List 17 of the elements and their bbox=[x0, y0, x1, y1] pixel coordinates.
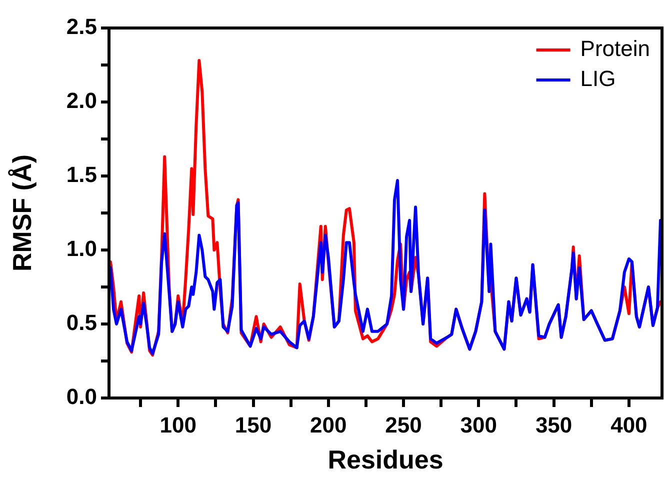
x-tick-label: 250 bbox=[385, 412, 422, 438]
y-tick-label: 0.0 bbox=[66, 384, 97, 410]
x-tick-label: 150 bbox=[234, 412, 272, 438]
y-tick-label: 2.0 bbox=[66, 88, 97, 114]
y-axis-title: RMSF (Å) bbox=[6, 154, 37, 272]
y-tick-label: 0.5 bbox=[66, 310, 97, 336]
y-tick-label: 2.5 bbox=[66, 14, 97, 40]
y-tick-label: 1.0 bbox=[66, 236, 97, 262]
x-tick-label: 350 bbox=[535, 412, 572, 438]
y-tick-label: 1.5 bbox=[66, 162, 97, 188]
x-tick-label: 400 bbox=[610, 412, 648, 438]
x-tick-label: 100 bbox=[160, 412, 196, 438]
legend-label: LIG bbox=[580, 66, 616, 92]
legend-label: Protein bbox=[580, 36, 650, 62]
x-tick-label: 300 bbox=[460, 412, 498, 438]
x-tick-label: 200 bbox=[310, 412, 347, 438]
x-axis-title: Residues bbox=[328, 444, 444, 475]
